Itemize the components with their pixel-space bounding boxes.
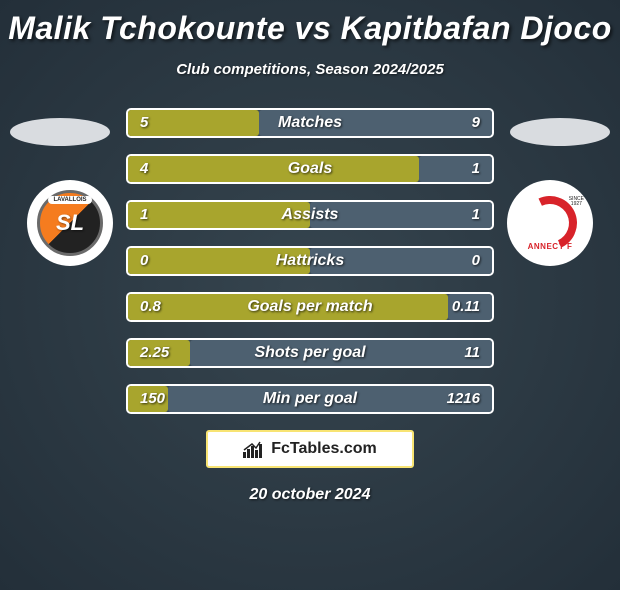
stat-value-left: 0 xyxy=(140,252,148,269)
stat-value-right: 0 xyxy=(472,252,480,269)
bar-fill-right xyxy=(259,110,492,136)
lavallois-initials: SL xyxy=(56,210,84,236)
annecy-label: ANNECY F xyxy=(528,242,573,251)
lavallois-top-label: LAVALLOIS xyxy=(48,196,91,204)
stat-value-right: 9 xyxy=(472,114,480,131)
player-photo-left-placeholder xyxy=(10,118,110,146)
player-photo-right-placeholder xyxy=(510,118,610,146)
stat-row: Matches59 xyxy=(126,108,494,138)
stat-value-left: 150 xyxy=(140,390,165,407)
stat-row: Goals per match0.80.11 xyxy=(126,292,494,322)
club-badge-left: LAVALLOIS SL xyxy=(27,180,113,266)
stat-row: Min per goal1501216 xyxy=(126,384,494,414)
page-title: Malik Tchokounte vs Kapitbafan Djoco xyxy=(0,10,620,47)
stat-row: Shots per goal2.2511 xyxy=(126,338,494,368)
stat-value-right: 11 xyxy=(464,344,480,361)
bar-fill-right xyxy=(310,248,492,274)
bar-fill-right xyxy=(168,386,492,412)
stat-value-right: 1216 xyxy=(447,390,480,407)
stat-value-right: 1 xyxy=(472,206,480,223)
bar-fill-right xyxy=(190,340,492,366)
bar-fill-right xyxy=(419,156,492,182)
stat-value-left: 5 xyxy=(140,114,148,131)
stat-value-left: 1 xyxy=(140,206,148,223)
stat-value-right: 0.11 xyxy=(452,298,480,315)
fctables-logo-icon xyxy=(243,440,265,458)
bar-fill-left xyxy=(128,294,448,320)
stat-row: Hattricks00 xyxy=(126,246,494,276)
club-badge-right: SINCE1927 ANNECY F xyxy=(507,180,593,266)
lavallois-badge: LAVALLOIS SL xyxy=(37,190,103,256)
date-label: 20 october 2024 xyxy=(0,486,620,504)
stat-value-right: 1 xyxy=(472,160,480,177)
fctables-text: FcTables.com xyxy=(271,440,377,458)
stat-row: Goals41 xyxy=(126,154,494,184)
bar-fill-left xyxy=(128,156,419,182)
stats-bars: Matches59Goals41Assists11Hattricks00Goal… xyxy=(126,108,494,414)
annecy-badge: SINCE1927 ANNECY F xyxy=(514,187,586,259)
stat-row: Assists11 xyxy=(126,200,494,230)
stat-value-left: 2.25 xyxy=(140,344,169,361)
bar-fill-right xyxy=(310,202,492,228)
fctables-badge: FcTables.com xyxy=(206,430,414,468)
bar-fill-left xyxy=(128,248,310,274)
subtitle: Club competitions, Season 2024/2025 xyxy=(0,61,620,78)
comparison-content: LAVALLOIS SL SINCE1927 ANNECY F Matches5… xyxy=(0,108,620,504)
bar-fill-left xyxy=(128,202,310,228)
stat-value-left: 0.8 xyxy=(140,298,161,315)
stat-value-left: 4 xyxy=(140,160,148,177)
